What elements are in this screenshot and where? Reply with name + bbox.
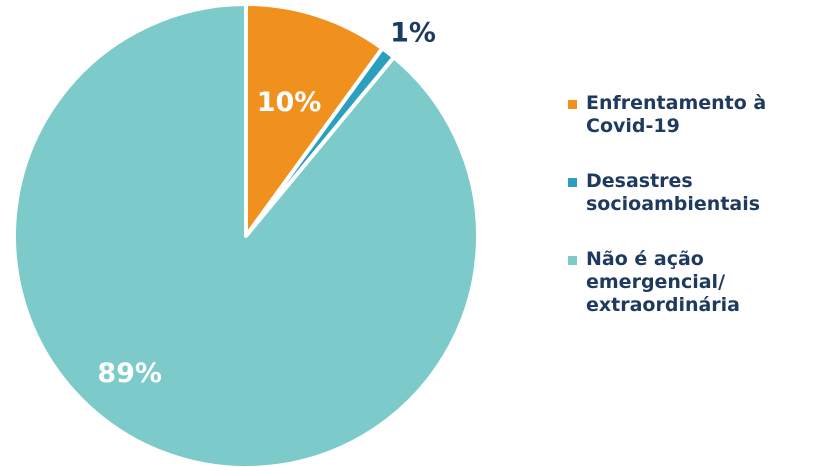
legend-swatch-covid [568,100,577,109]
legend-item-nao-emergencial: Não é ação emergencial/ extraordinária [568,248,808,317]
legend-swatch-desastres [568,178,577,187]
pie-slice-nao-emergencial [12,2,480,467]
legend-item-desastres: Desastres socioambientais [568,170,808,216]
slice-label-nao-emergencial: 89% [97,358,162,389]
slice-label-covid: 10% [257,87,322,118]
pie-slice-covid [244,2,385,238]
legend-label-desastres: Desastres socioambientais [586,170,761,215]
slice-label-desastres: 1% [390,18,436,49]
legend-label-covid: Enfrentamento à Covid-19 [586,92,767,137]
legend-swatch-nao-emergencial [568,256,577,265]
legend-item-covid: Enfrentamento à Covid-19 [568,92,808,138]
legend-label-nao-emergencial: Não é ação emergencial/ extraordinária [586,248,741,316]
legend: Enfrentamento à Covid-19 Desastres socio… [568,92,808,349]
